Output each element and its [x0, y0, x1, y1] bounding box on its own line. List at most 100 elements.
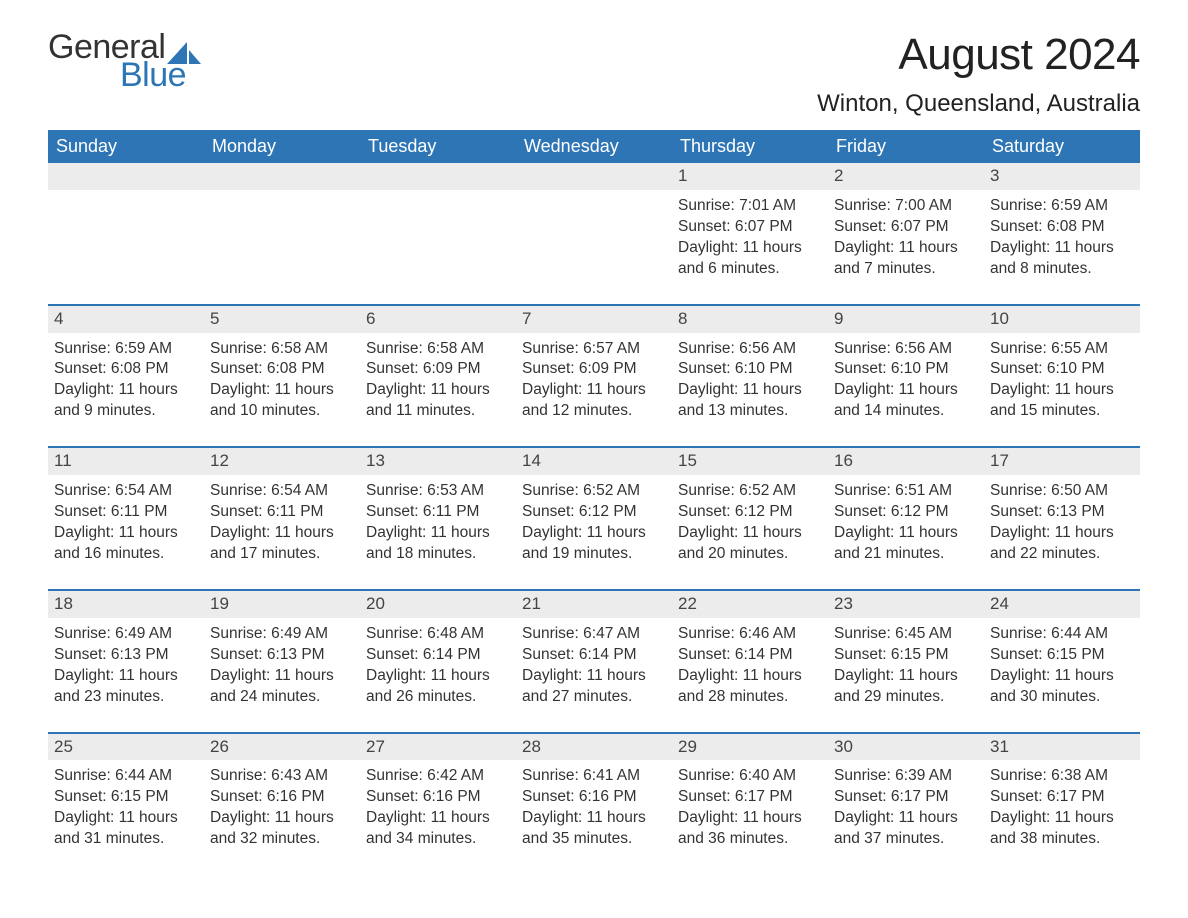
day-body: Sunrise: 6:49 AMSunset: 6:13 PMDaylight:… [210, 622, 352, 708]
col-monday: Monday [204, 130, 360, 163]
day-body: Sunrise: 6:58 AMSunset: 6:08 PMDaylight:… [210, 337, 352, 423]
day-cell: 18Sunrise: 6:49 AMSunset: 6:13 PMDayligh… [48, 590, 204, 733]
day-cell: 30Sunrise: 6:39 AMSunset: 6:17 PMDayligh… [828, 733, 984, 875]
sunset-line: Sunset: 6:09 PM [366, 359, 508, 380]
title-block: August 2024 Winton, Queensland, Australi… [817, 30, 1140, 118]
daylight-line-1: Daylight: 11 hours [522, 666, 664, 687]
daylight-line-1: Daylight: 11 hours [54, 666, 196, 687]
day-number: 3 [986, 166, 999, 185]
sunrise-line: Sunrise: 6:46 AM [678, 624, 820, 645]
sunset-line: Sunset: 6:16 PM [522, 787, 664, 808]
daylight-line-1: Daylight: 11 hours [834, 238, 976, 259]
day-number: 12 [206, 451, 229, 470]
daylight-line-2: and 38 minutes. [990, 829, 1132, 850]
day-number: 29 [674, 737, 697, 756]
day-cell: 15Sunrise: 6:52 AMSunset: 6:12 PMDayligh… [672, 447, 828, 590]
col-saturday: Saturday [984, 130, 1140, 163]
day-body: Sunrise: 6:58 AMSunset: 6:09 PMDaylight:… [366, 337, 508, 423]
day-body: Sunrise: 6:52 AMSunset: 6:12 PMDaylight:… [678, 479, 820, 565]
daylight-line-1: Daylight: 11 hours [366, 666, 508, 687]
day-body: Sunrise: 6:42 AMSunset: 6:16 PMDaylight:… [366, 764, 508, 850]
daylight-line-1: Daylight: 11 hours [678, 380, 820, 401]
daylight-line-1: Daylight: 11 hours [990, 523, 1132, 544]
daylight-line-1: Daylight: 11 hours [990, 238, 1132, 259]
weekday-row: Sunday Monday Tuesday Wednesday Thursday… [48, 130, 1140, 163]
day-number-row: 11 [48, 448, 204, 475]
sunrise-line: Sunrise: 6:56 AM [678, 339, 820, 360]
day-body: Sunrise: 6:44 AMSunset: 6:15 PMDaylight:… [990, 622, 1132, 708]
day-number-row: 1 [672, 163, 828, 190]
day-cell: 4Sunrise: 6:59 AMSunset: 6:08 PMDaylight… [48, 305, 204, 448]
day-number: 28 [518, 737, 541, 756]
daylight-line-2: and 34 minutes. [366, 829, 508, 850]
day-number: 11 [50, 451, 72, 470]
day-number: 2 [830, 166, 843, 185]
day-body: Sunrise: 6:47 AMSunset: 6:14 PMDaylight:… [522, 622, 664, 708]
day-cell: 6Sunrise: 6:58 AMSunset: 6:09 PMDaylight… [360, 305, 516, 448]
sunset-line: Sunset: 6:17 PM [678, 787, 820, 808]
day-number-row: 4 [48, 306, 204, 333]
day-number: 27 [362, 737, 385, 756]
day-number-row: 28 [516, 734, 672, 761]
day-cell [204, 163, 360, 305]
day-number: 5 [206, 309, 219, 328]
sunset-line: Sunset: 6:10 PM [990, 359, 1132, 380]
day-body: Sunrise: 6:39 AMSunset: 6:17 PMDaylight:… [834, 764, 976, 850]
day-body: Sunrise: 6:56 AMSunset: 6:10 PMDaylight:… [834, 337, 976, 423]
daylight-line-2: and 36 minutes. [678, 829, 820, 850]
sunrise-line: Sunrise: 6:38 AM [990, 766, 1132, 787]
day-cell: 27 Sunrise: 6:42 AMSunset: 6:16 PMDayligh… [360, 733, 516, 875]
day-number-row: 22 [672, 591, 828, 618]
day-body: Sunrise: 6:53 AMSunset: 6:11 PMDaylight:… [366, 479, 508, 565]
sunset-line: Sunset: 6:12 PM [522, 502, 664, 523]
daylight-line-1: Daylight: 11 hours [678, 666, 820, 687]
day-cell: 26Sunrise: 6:43 AMSunset: 6:16 PMDayligh… [204, 733, 360, 875]
day-cell: 19Sunrise: 6:49 AMSunset: 6:13 PMDayligh… [204, 590, 360, 733]
day-cell: 7Sunrise: 6:57 AMSunset: 6:09 PMDaylight… [516, 305, 672, 448]
day-number-row: 2 [828, 163, 984, 190]
week-row: 11Sunrise: 6:54 AMSunset: 6:11 PMDayligh… [48, 447, 1140, 590]
daylight-line-2: and 29 minutes. [834, 687, 976, 708]
daylight-line-2: and 30 minutes. [990, 687, 1132, 708]
day-number-row: 25 [48, 734, 204, 761]
day-number-row: 13 [360, 448, 516, 475]
daylight-line-2: and 18 minutes. [366, 544, 508, 565]
daylight-line-2: and 16 minutes. [54, 544, 196, 565]
day-number: 9 [830, 309, 843, 328]
day-number-row: 7 [516, 306, 672, 333]
day-cell: 20Sunrise: 6:48 AMSunset: 6:14 PMDayligh… [360, 590, 516, 733]
daylight-line-1: Daylight: 11 hours [990, 808, 1132, 829]
sunrise-line: Sunrise: 6:54 AM [54, 481, 196, 502]
day-body: Sunrise: 6:52 AMSunset: 6:12 PMDaylight:… [522, 479, 664, 565]
day-number-row: 8 [672, 306, 828, 333]
daylight-line-1: Daylight: 11 hours [678, 808, 820, 829]
sunrise-line: Sunrise: 6:57 AM [522, 339, 664, 360]
day-number-row: 3 [984, 163, 1140, 190]
day-cell: 29 Sunrise: 6:40 AMSunset: 6:17 PMDayligh… [672, 733, 828, 875]
sunrise-line: Sunrise: 6:40 AM [678, 766, 820, 787]
sunrise-line: Sunrise: 6:52 AM [522, 481, 664, 502]
daylight-line-1: Daylight: 11 hours [522, 808, 664, 829]
sunset-line: Sunset: 6:08 PM [990, 217, 1132, 238]
daylight-line-2: and 23 minutes. [54, 687, 196, 708]
daylight-line-1: Daylight: 11 hours [522, 523, 664, 544]
daylight-line-1: Daylight: 11 hours [210, 666, 352, 687]
col-thursday: Thursday [672, 130, 828, 163]
sunset-line: Sunset: 6:15 PM [990, 645, 1132, 666]
sunset-line: Sunset: 6:13 PM [54, 645, 196, 666]
week-row: 1Sunrise: 7:01 AMSunset: 6:07 PMDaylight… [48, 163, 1140, 305]
sunrise-line: Sunrise: 6:55 AM [990, 339, 1132, 360]
daylight-line-2: and 27 minutes. [522, 687, 664, 708]
day-number-row [204, 163, 360, 190]
day-cell: 2Sunrise: 7:00 AMSunset: 6:07 PMDaylight… [828, 163, 984, 305]
daylight-line-1: Daylight: 11 hours [210, 380, 352, 401]
day-number-row: 29 [672, 734, 828, 761]
day-cell: 12Sunrise: 6:54 AMSunset: 6:11 PMDayligh… [204, 447, 360, 590]
day-number: 24 [986, 594, 1009, 613]
day-cell: 23Sunrise: 6:45 AMSunset: 6:15 PMDayligh… [828, 590, 984, 733]
day-number-row: 17 [984, 448, 1140, 475]
day-number: 21 [518, 594, 541, 613]
day-cell: 9 Sunrise: 6:56 AMSunset: 6:10 PMDaylight… [828, 305, 984, 448]
col-tuesday: Tuesday [360, 130, 516, 163]
calendar-table: Sunday Monday Tuesday Wednesday Thursday… [48, 130, 1140, 874]
